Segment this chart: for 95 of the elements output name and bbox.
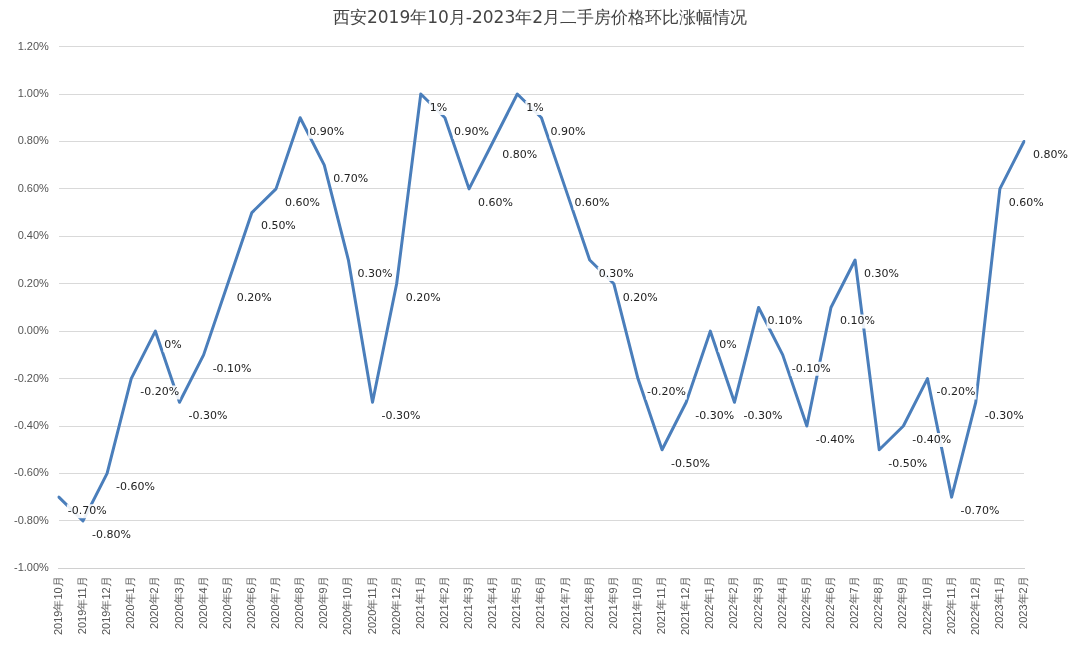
x-tick-label: 2019年12月: [100, 576, 113, 636]
x-tick-label: 2021年4月: [486, 576, 499, 629]
data-label: -0.60%: [116, 480, 156, 494]
y-tick-label: -1.00%: [13, 561, 50, 574]
y-tick-label: 0.80%: [17, 134, 50, 147]
y-tick-label: 1.20%: [17, 39, 50, 52]
x-tick-label: 2021年10月: [630, 576, 643, 636]
x-tick-label: 2019年10月: [51, 576, 64, 636]
data-label: 0.90%: [453, 124, 489, 138]
y-tick-label: 0.40%: [17, 229, 50, 242]
x-tick-label: 2020年3月: [172, 576, 185, 629]
x-tick-label: 2020年10月: [341, 576, 354, 636]
data-label: -0.80%: [91, 527, 131, 541]
data-label: 0.20%: [405, 290, 441, 304]
y-tick-label: 0.60%: [17, 181, 50, 194]
x-tick-label: 2021年1月: [413, 576, 426, 629]
x-tick-label: 2020年2月: [148, 576, 161, 629]
data-label: 0.20%: [236, 290, 272, 304]
y-tick-label: -0.20%: [13, 371, 50, 384]
x-tick-label: 2022年9月: [896, 576, 909, 629]
data-label: 0.60%: [1008, 195, 1044, 209]
x-tick-label: 2020年4月: [196, 576, 209, 629]
x-tick-label: 2022年11月: [944, 576, 957, 635]
x-tick-label: 2022年6月: [824, 576, 836, 629]
data-label: -0.30%: [743, 409, 783, 423]
x-tick-label: 2020年9月: [317, 576, 330, 629]
data-label: -0.10%: [791, 361, 831, 375]
x-tick-label: 2021年11月: [655, 576, 668, 635]
x-tick-label: 2022年3月: [751, 576, 764, 629]
data-label: -0.30%: [188, 409, 228, 423]
data-label: 0.30%: [864, 266, 900, 280]
data-label: -0.20%: [140, 385, 180, 399]
y-tick-label: 0.20%: [17, 276, 50, 289]
data-label: 0%: [164, 338, 182, 352]
x-tick-label: 2020年12月: [389, 576, 402, 636]
data-label: 1%: [526, 100, 544, 114]
x-tick-label: 2023年1月: [992, 576, 1005, 629]
data-label: 0.60%: [285, 195, 320, 209]
x-tick-label: 2022年7月: [848, 576, 861, 629]
x-tick-label: 2021年12月: [679, 576, 692, 636]
data-label: 0.70%: [333, 172, 369, 186]
data-label: -0.70%: [960, 504, 1000, 518]
x-tick-label: 2022年5月: [799, 576, 812, 629]
x-tick-label: 2022年4月: [775, 576, 788, 629]
x-tick-label: 2022年8月: [872, 576, 885, 629]
data-label: -0.30%: [695, 409, 735, 423]
data-label: -0.50%: [671, 456, 710, 470]
data-label: -0.50%: [888, 456, 928, 470]
x-tick-label: 2022年10月: [920, 576, 933, 636]
data-label: 0.30%: [598, 266, 634, 280]
x-tick-label: 2022年2月: [727, 576, 740, 629]
x-tick-label: 2020年6月: [244, 576, 257, 629]
data-label: 0.10%: [767, 314, 803, 328]
data-label: -0.20%: [646, 385, 686, 399]
x-tick-label: 2020年1月: [124, 576, 137, 629]
y-tick-label: 0.00%: [17, 324, 50, 337]
x-tick-label: 2021年5月: [510, 576, 523, 629]
y-tick-label: 1.00%: [17, 87, 50, 100]
data-label: 0.30%: [357, 266, 393, 280]
x-tick-label: 2021年6月: [534, 576, 547, 629]
data-label: 0%: [719, 338, 737, 352]
chart-title: 西安2019年10月-2023年2月二手房价格环比涨幅情况: [331, 6, 749, 29]
data-label: -0.40%: [815, 432, 855, 446]
y-tick-label: -0.40%: [13, 419, 50, 432]
x-tick-label: 2021年8月: [582, 576, 595, 629]
data-label: 0.90%: [550, 124, 586, 138]
data-label: 0.50%: [260, 219, 296, 233]
data-label: -0.30%: [984, 409, 1024, 423]
data-label: -0.70%: [67, 504, 107, 518]
y-tick-label: -0.60%: [13, 466, 50, 479]
x-tick-label: 2021年7月: [558, 576, 571, 629]
data-label: 0.80%: [502, 148, 538, 162]
data-label: 0.10%: [839, 314, 875, 328]
x-tick-label: 2020年7月: [269, 576, 282, 629]
data-label: -0.10%: [212, 361, 252, 375]
data-label: 0.60%: [478, 195, 513, 209]
data-label: -0.40%: [912, 432, 952, 446]
data-label: 0.80%: [1033, 148, 1068, 162]
x-tick-label: 2020年11月: [365, 576, 378, 635]
x-tick-label: 2022年12月: [968, 576, 981, 636]
data-label: 0.60%: [574, 195, 610, 209]
data-label: -0.20%: [936, 385, 976, 399]
data-label: 0.90%: [309, 124, 345, 138]
x-tick-label: 2021年2月: [437, 576, 450, 629]
data-label: -0.30%: [381, 409, 421, 423]
x-tick-label: 2021年9月: [606, 576, 619, 629]
data-label: 0.20%: [622, 290, 658, 304]
x-tick-label: 2020年8月: [293, 576, 306, 629]
x-tick-label: 2021年3月: [462, 576, 475, 629]
x-tick-label: 2023年2月: [1017, 576, 1030, 629]
x-tick-label: 2019年11月: [76, 576, 89, 635]
y-tick-label: -0.80%: [13, 513, 50, 526]
x-tick-label: 2020年5月: [220, 576, 233, 629]
data-label: 1%: [429, 100, 448, 114]
x-tick-label: 2022年1月: [703, 576, 716, 629]
